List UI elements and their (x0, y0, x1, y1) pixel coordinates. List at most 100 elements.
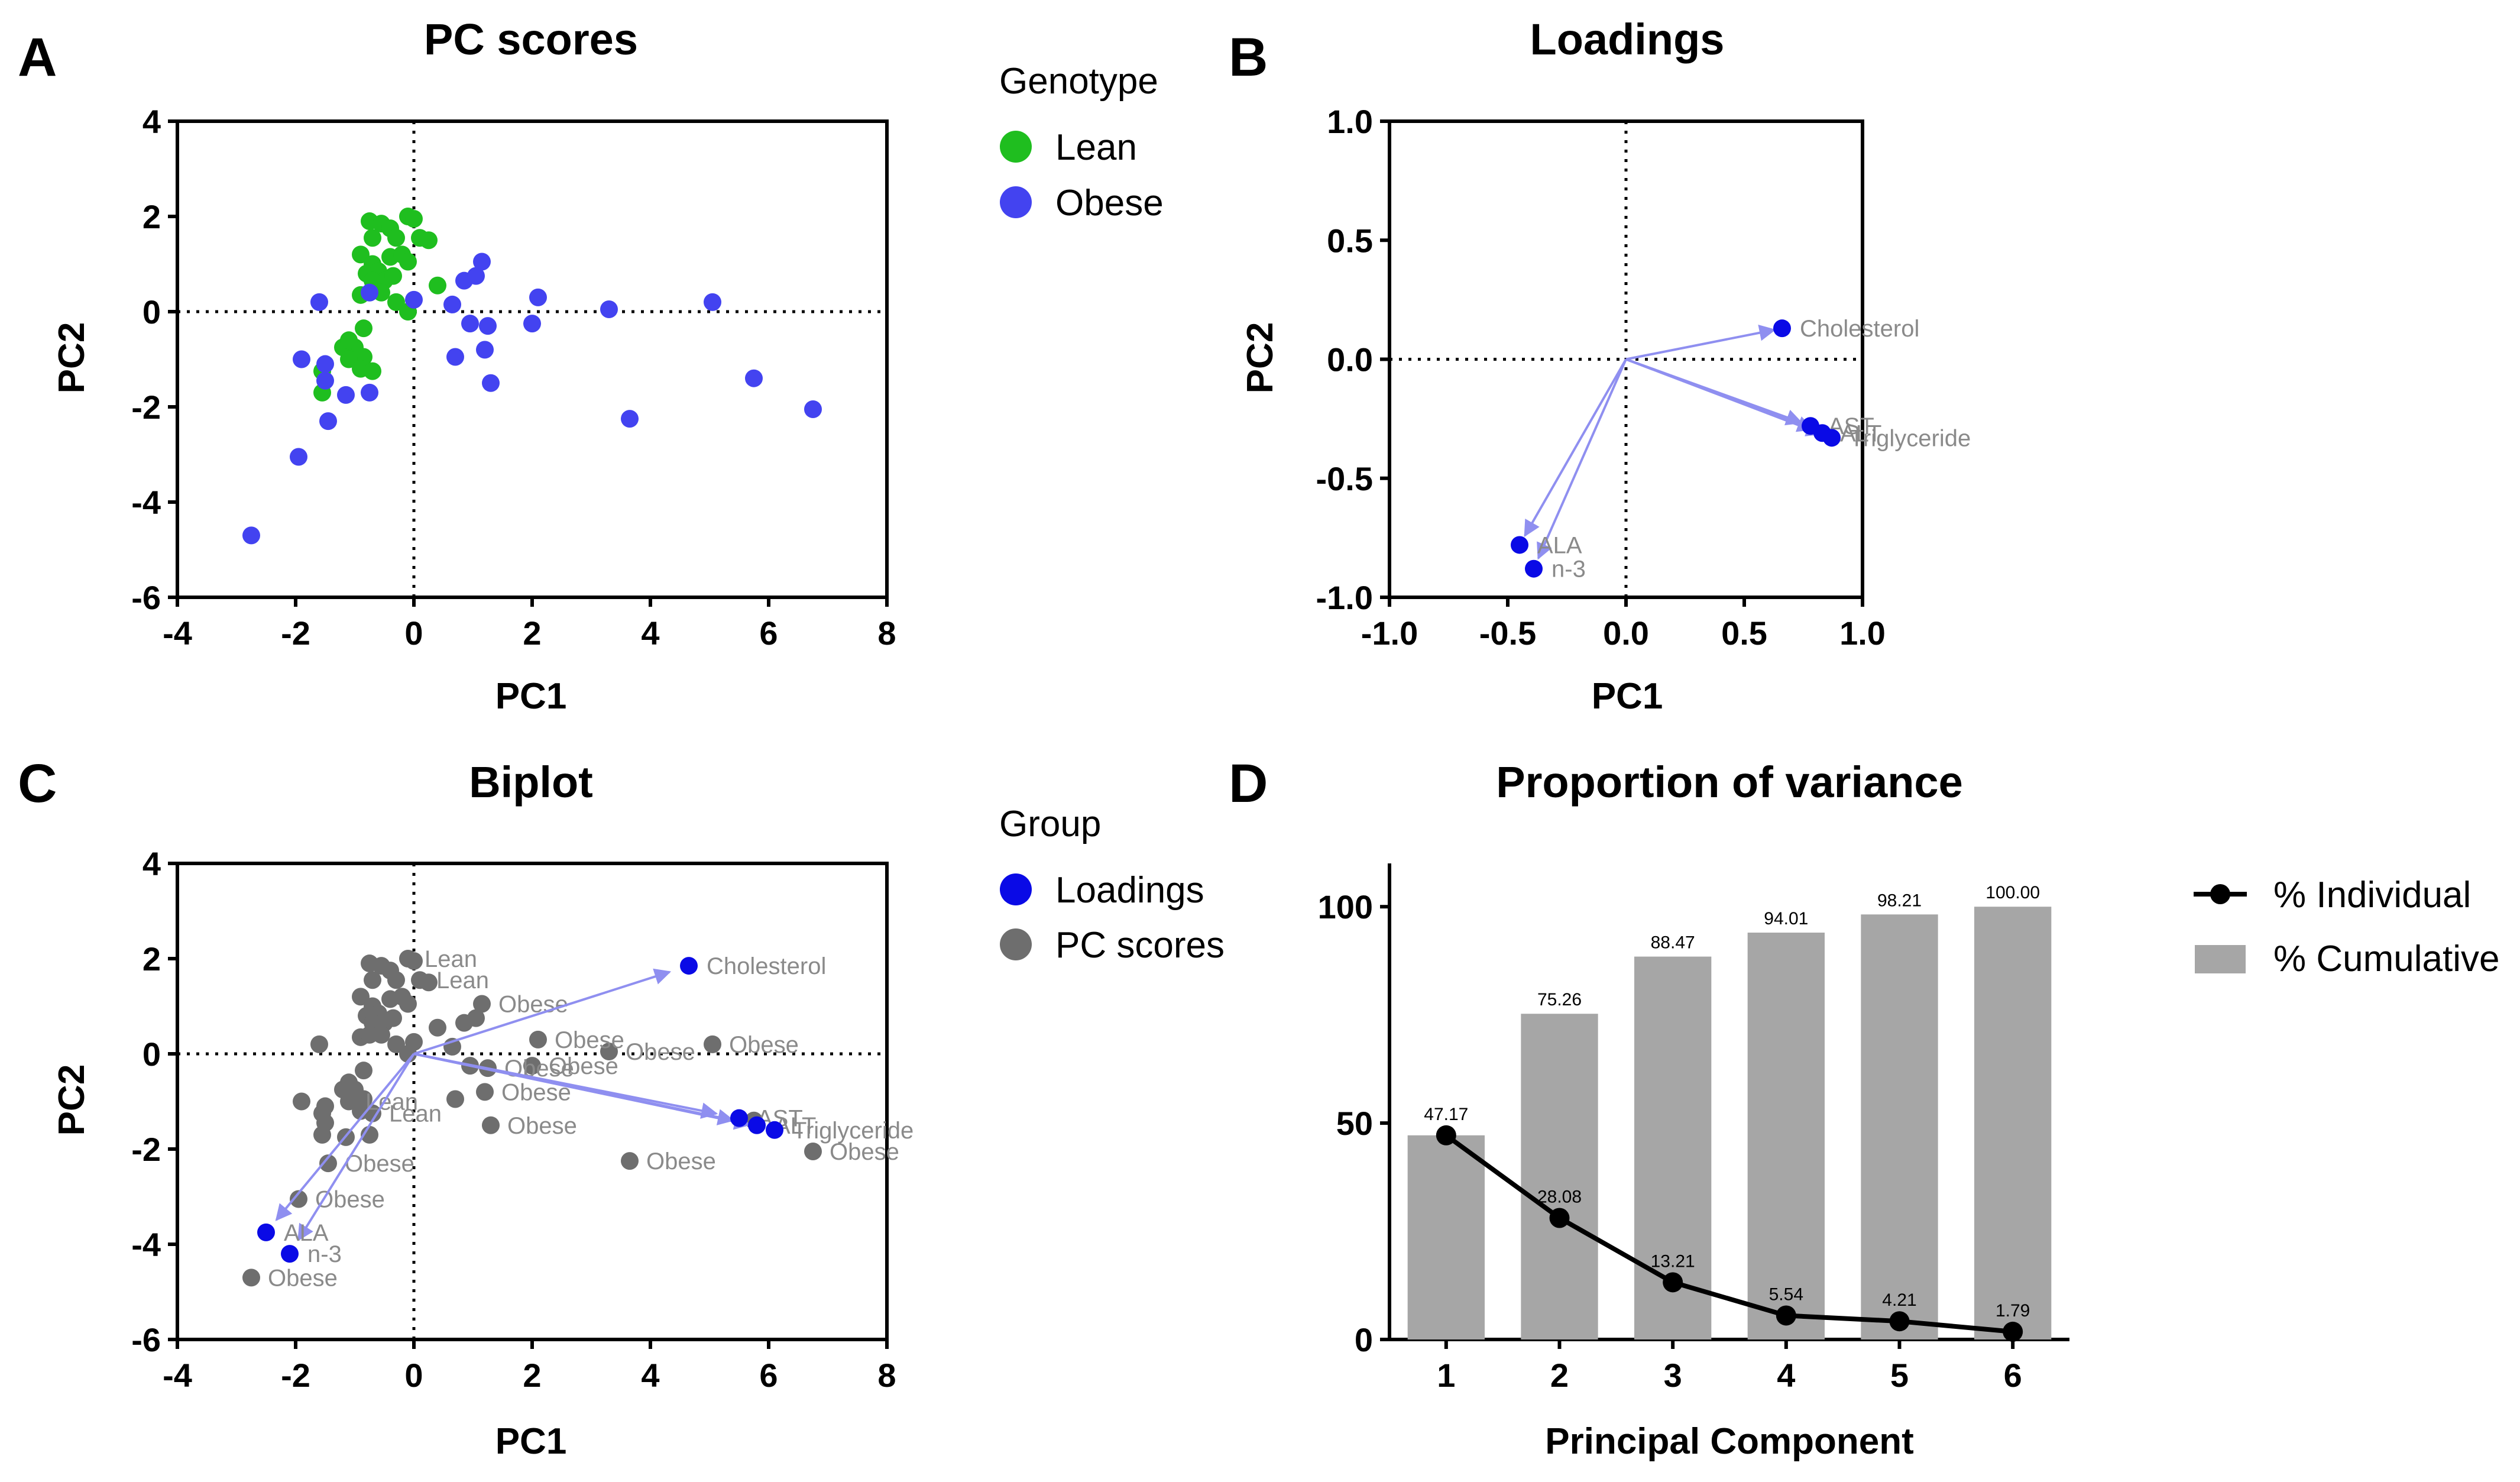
panel-b-y-tick-label: -1.0 (1316, 579, 1374, 616)
pc-score-label: Obese (268, 1265, 338, 1291)
loading-label: ALA (1537, 532, 1582, 558)
panel-b-y-tick-label: 1.0 (1327, 103, 1373, 140)
panel-c-y-tick-label: 4 (142, 845, 161, 882)
panel-c-y-tick-label: 0 (142, 1036, 161, 1073)
pc-score-point (387, 971, 405, 989)
panel-d-x-tick-label: 2 (1550, 1357, 1569, 1394)
point-lean (364, 362, 381, 380)
point-obese (290, 448, 307, 466)
point-obese (482, 374, 500, 392)
biplot-loading-point (257, 1223, 275, 1241)
panel-label-c: C (18, 753, 57, 814)
cumulative-bar-label: 94.01 (1764, 909, 1808, 928)
panel-b-title: Loadings (1530, 15, 1725, 64)
point-obese (621, 410, 639, 428)
loading-label: n-3 (1551, 556, 1586, 583)
point-lean (355, 319, 373, 338)
panel-a-x-tick-label: -2 (281, 614, 310, 652)
cumulative-bar-label: 100.00 (1985, 883, 2040, 902)
panel-c-y-axis-label: PC2 (51, 1064, 92, 1136)
point-lean (405, 210, 423, 228)
panel-b-x-tick-label: 0.5 (1721, 614, 1767, 652)
individual-point-label: 47.17 (1424, 1105, 1468, 1124)
point-obese (443, 295, 461, 313)
cumulative-bar (1521, 1014, 1598, 1339)
individual-point-label: 28.08 (1537, 1187, 1582, 1207)
panel-c-legend: Group Loadings PC scores (999, 804, 1225, 966)
pc-score-point (340, 1073, 358, 1092)
pc-score-label: Lean (425, 946, 477, 972)
pc-score-label: Obese (315, 1187, 385, 1213)
biplot-loading-arrow (413, 968, 672, 1055)
panel-c-y-tick-label: -2 (131, 1131, 161, 1168)
panel-d-plot-area: 0 50 100 1 2 3 4 5 6 75.26 88.47 94.01 98.21 100.00 47… (1318, 863, 2069, 1394)
legend-marker-obese (1000, 186, 1032, 218)
point-obese (361, 283, 378, 302)
individual-point-label: 13.21 (1651, 1251, 1695, 1271)
pc-score-point (621, 1152, 639, 1170)
biplot-loading-point (680, 957, 698, 975)
panel-c-title: Biplot (469, 758, 593, 807)
panel-c-y-tick-label: 2 (142, 940, 161, 978)
panel-a-x-tick-label: -4 (163, 614, 192, 652)
loading-arrow (1625, 324, 1776, 361)
pc-score-point (529, 1030, 547, 1049)
panel-b-y-axis-label: PC2 (1240, 322, 1281, 394)
pc-score-point (290, 1190, 307, 1208)
legend-marker-cumulative (2195, 945, 2246, 973)
panel-c-x-tick-label: 4 (641, 1357, 659, 1394)
cumulative-bar-label: 88.47 (1651, 933, 1695, 953)
loading-point (1525, 559, 1543, 578)
point-obese (461, 315, 479, 333)
pc-score-point (446, 1090, 464, 1108)
panel-b-x-tick-label: -1.0 (1361, 614, 1418, 652)
point-obese (804, 400, 822, 419)
panel-label-a: A (18, 27, 57, 88)
point-lean (384, 267, 402, 285)
panel-d-x-axis-label: Principal Component (1545, 1421, 1913, 1462)
panel-d-x-tick-label: 3 (1664, 1357, 1682, 1394)
panel-a-y-tick-label: -6 (131, 579, 161, 616)
panel-c-x-tick-label: 0 (404, 1357, 423, 1394)
panel-a-x-tick-label: 2 (523, 614, 541, 652)
pc-score-point (405, 1033, 423, 1051)
panel-a-x-tick-label: 0 (404, 614, 423, 652)
legend-label-pc-scores: PC scores (1055, 925, 1225, 966)
panel-b-loadings: Loadings -1.0 -0.5 0.0 0.5 1.0 -1.0 -0.5 0.0 0.5… (1240, 15, 1971, 717)
pc-score-point (361, 1025, 378, 1044)
panel-label-b: B (1229, 27, 1268, 88)
point-obese (316, 355, 334, 373)
point-lean (429, 276, 446, 295)
point-lean (399, 253, 417, 271)
panel-a-y-tick-label: -2 (131, 389, 161, 426)
biplot-loading-label: n-3 (307, 1241, 342, 1267)
pc-score-label: Obese (507, 1113, 577, 1139)
legend-marker-pc-scores (1000, 928, 1032, 960)
pc-score-label: Obese (646, 1148, 716, 1174)
biplot-loading-label: Cholesterol (707, 953, 826, 979)
pc-score-point (293, 1092, 310, 1111)
pc-score-label: Obese (345, 1151, 414, 1177)
panel-c-x-tick-label: -2 (281, 1357, 310, 1394)
individual-point (1663, 1272, 1683, 1293)
pc-score-point (804, 1143, 822, 1161)
point-obese (361, 383, 378, 402)
panel-b-x-axis-label: PC1 (1592, 676, 1663, 717)
cumulative-bar-label: 98.21 (1877, 891, 1922, 910)
pc-score-point (387, 1035, 405, 1053)
legend-label-obese: Obese (1055, 183, 1164, 224)
loading-point (1823, 429, 1841, 447)
pc-score-point (316, 1114, 334, 1132)
biplot-loading-label: Triglyceride (792, 1118, 914, 1144)
cumulative-bar (1407, 1135, 1485, 1339)
panel-b-x-tick-label: 1.0 (1839, 614, 1886, 652)
panel-d-legend: % Individual % Cumulative (2194, 875, 2499, 979)
point-obese (316, 371, 334, 390)
point-obese (310, 293, 328, 311)
panel-a-y-tick-label: -4 (131, 484, 161, 521)
loading-arrow (1537, 358, 1627, 560)
point-obese (600, 300, 618, 318)
pc-score-point (420, 973, 438, 992)
panel-a-y-tick-label: 4 (142, 103, 161, 140)
